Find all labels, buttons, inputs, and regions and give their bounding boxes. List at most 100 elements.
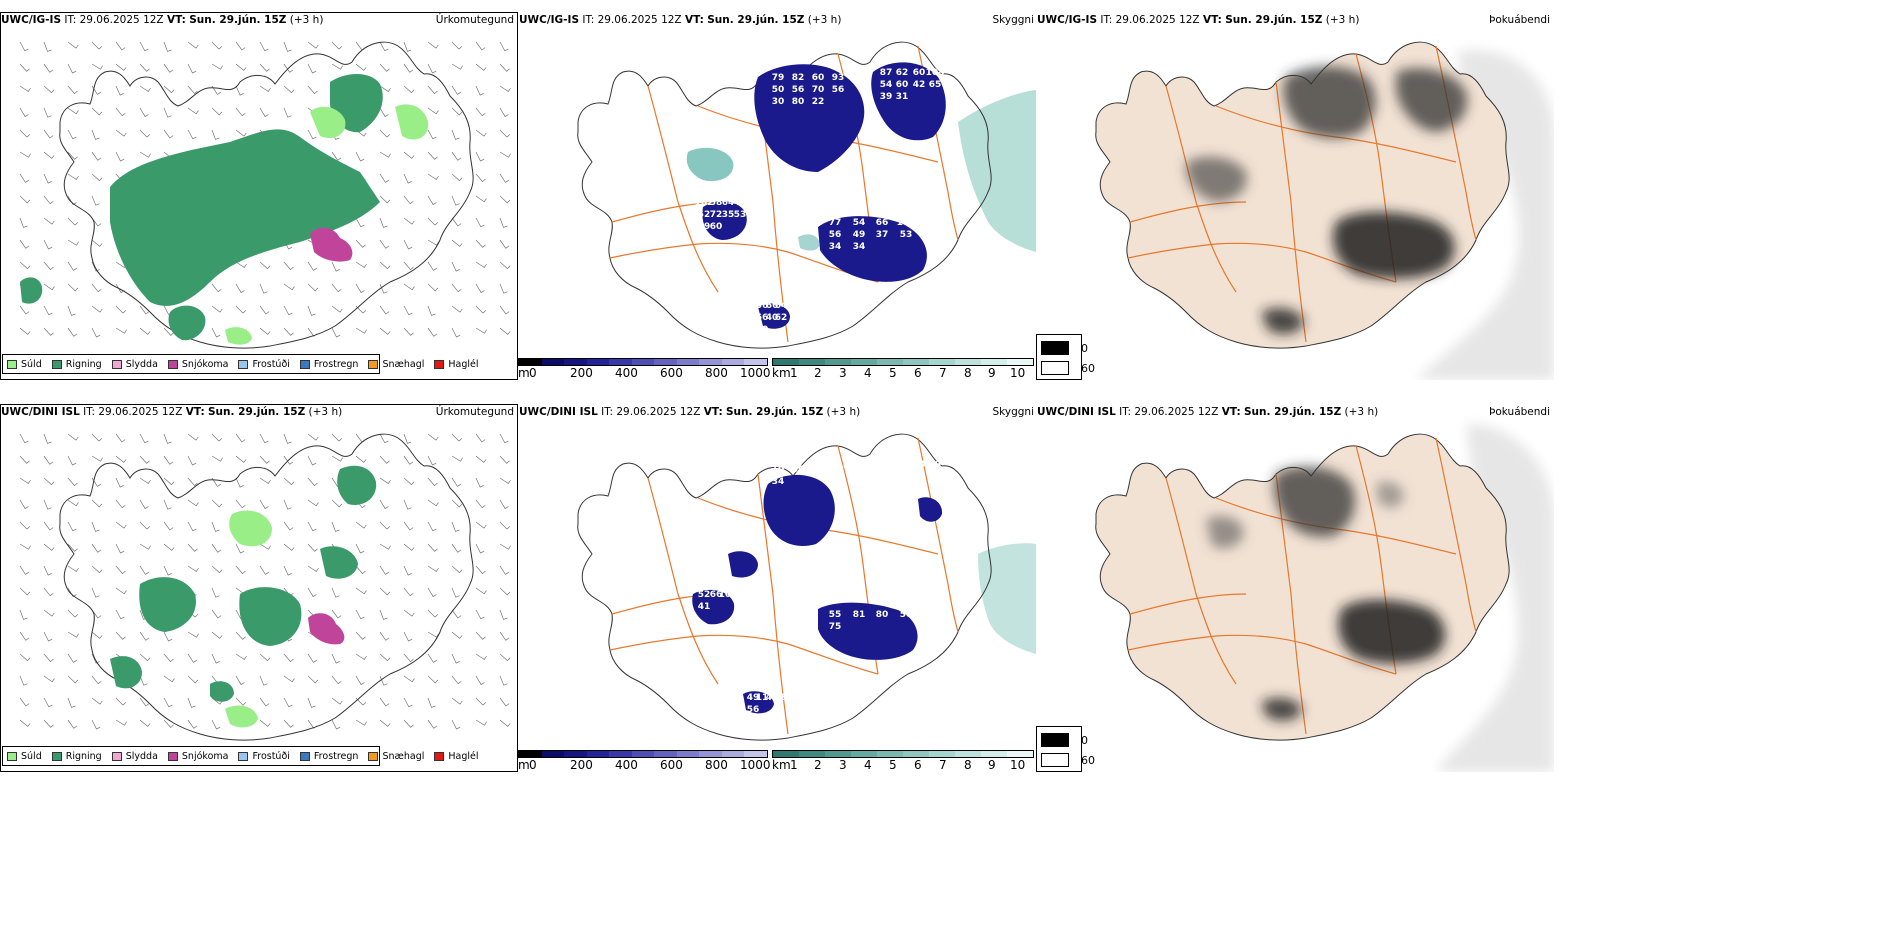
visibility-tick: 6 [914,758,922,772]
wind-barb [67,455,77,466]
ceiling-unit: m [518,758,530,772]
model-name: UWC/IG-IS [1037,14,1098,26]
legend-item-sleet: Slydda [111,751,158,762]
visibility-unit: km [772,366,791,380]
precip-legend: Súld Rigning Slydda Snjókoma Frostúði Fr… [2,354,479,374]
wind-barb [115,521,127,529]
wind-barb [379,261,391,270]
wind-barb [283,433,292,444]
ceiling-label: 82 [747,325,760,335]
ceiling-tick: 1000 [740,366,771,380]
fog-legend-swatch [1041,733,1069,747]
wind-barb [139,41,149,52]
wind-barb [355,565,366,575]
wind-barb [115,697,127,706]
road [1165,477,1237,685]
ceiling-label: 34 [772,477,785,487]
ceiling-label: 102 [695,198,714,208]
wind-barb [163,697,173,708]
wind-barb [67,85,78,95]
wind-barb [451,85,461,95]
wind-barb [283,327,294,336]
panel-header: UWC/DINI ISL IT: 29.06.2025 12Z VT: Sun.… [1,406,343,418]
wind-barb [235,261,247,268]
wind-barb [283,697,293,708]
wind-barb [403,173,412,184]
wind-barb [475,63,487,71]
wind-barb [43,477,55,486]
wind-barb [235,631,246,640]
drizzle-areas [225,510,272,728]
ceiling-tick: 600 [660,758,683,772]
wind-barb [91,107,103,116]
wind-barb [499,543,511,550]
wind-barb [19,719,31,727]
wind-barb [43,305,53,316]
wind-barb [163,653,174,663]
wind-barb [91,217,102,227]
wind-barb [139,85,151,92]
ceiling-label: 68 [896,460,909,470]
wind-barb [307,477,318,487]
wind-barb [67,565,79,572]
wind-barb [499,499,509,510]
wind-barb [307,305,316,316]
wind-barb [91,455,103,462]
wind-barb [139,565,149,575]
fog-map-igis [1095,41,1554,380]
rain-area [210,681,234,702]
wind-barb [475,521,487,529]
ceiling-label: 54 [853,218,866,228]
snow-area [308,613,345,645]
wind-barb [403,521,414,531]
wind-barb [235,41,246,51]
wind-barb [283,477,295,486]
fog-legend-row: 60 [1041,361,1095,375]
wind-barb [379,499,389,510]
ceiling-label: 93 [832,73,845,83]
ceiling-label: 69 [812,465,825,475]
precip-panel-dini: UWC/DINI ISL IT: 29.06.2025 12Z VT: Sun.… [0,404,518,772]
wind-barb [427,543,438,552]
model-name: UWC/IG-IS [519,14,580,26]
coastline [59,433,474,741]
wind-barb [403,327,414,336]
ceiling-tick: 200 [570,758,593,772]
wind-barb [427,565,439,572]
wind-barb [451,239,463,247]
panel-title: Þokuábendi [1489,406,1550,418]
wind-barb [91,63,103,70]
wind-barb [427,283,439,292]
wind-barb [259,433,269,444]
wind-barb [211,719,221,730]
legend-swatch [111,359,122,369]
road [647,477,719,685]
wind-barb [163,455,174,465]
ceiling-label: 80 [792,97,805,107]
wind-barb [115,305,127,314]
wind-barb [355,455,367,463]
ceiling-label: 58 [710,198,723,208]
wind-barb [43,151,55,159]
wind-barb [451,217,462,227]
panel-title: Úrkomutegund [435,406,514,418]
low-ceiling-areas [692,474,943,714]
ceiling-colorbar-gradient [518,750,768,758]
wind-barb [403,217,415,225]
road [1129,593,1247,615]
rain-area [139,577,196,632]
ceiling-label: 72 [710,210,723,220]
wind-barb [91,697,103,705]
model-name: UWC/DINI ISL [519,406,598,418]
wind-barb [475,697,487,706]
wind-barb [43,433,52,444]
wind-barb [499,129,511,138]
wind-barb [403,697,413,708]
road [609,634,879,675]
wind-barb [67,239,79,246]
wind-barb [235,85,244,96]
wind-barb [403,675,415,683]
wind-barb [499,283,508,294]
fog-legend-swatch [1041,341,1069,355]
wind-barb [91,283,102,293]
